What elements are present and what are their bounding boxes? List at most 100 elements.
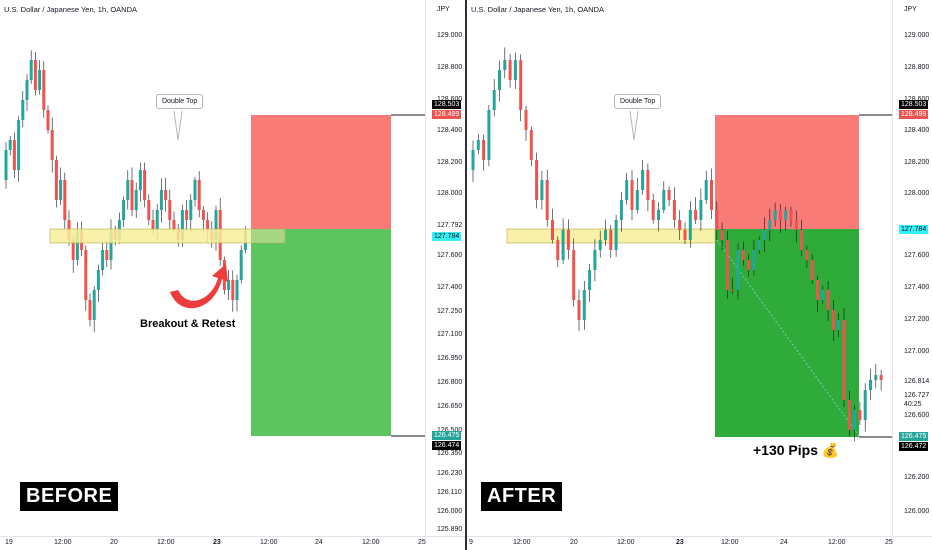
candle-body (138, 170, 142, 190)
stop-price-tag-2: 128.499 (899, 110, 929, 119)
price-tick-label: 127.600 (904, 252, 930, 259)
candle-body (853, 410, 857, 430)
candle-body (630, 180, 634, 210)
time-tick-label: 12:00 (54, 539, 72, 546)
price-tick-label: 129.000 (437, 32, 463, 39)
candle-body (741, 250, 745, 260)
candle-body (858, 410, 862, 420)
price-tick-label: 127.250 (437, 308, 463, 315)
candle-body (143, 170, 147, 200)
candle-body (566, 230, 570, 250)
candle-body (38, 70, 42, 90)
entry-price-tag: 127.784 (432, 232, 462, 241)
candle-body (545, 180, 549, 220)
candle-body (598, 240, 602, 250)
target-price-tag-2: 126.474 (432, 441, 462, 450)
candle-body (492, 90, 496, 110)
candle-body (869, 380, 872, 390)
candle-body (84, 250, 88, 300)
candle-body (757, 240, 761, 250)
entry-price-tag: 127.784 (899, 225, 929, 234)
time-axis-border (0, 536, 465, 537)
candle-body (831, 310, 835, 330)
candle-body (147, 200, 151, 220)
price-tick-label: 126.000 (904, 508, 930, 515)
candle-body (71, 240, 75, 260)
candle-body (193, 180, 197, 200)
price-axis-border (892, 0, 893, 536)
candle-body (101, 250, 105, 270)
candle-body (778, 210, 782, 220)
breakout-level-overlap (251, 229, 285, 243)
candle-body (694, 210, 698, 220)
time-tick-label: 24 (780, 539, 788, 546)
price-tick-label: 126.727 (904, 392, 930, 399)
breakout-retest-label: Breakout & Retest (140, 318, 236, 330)
price-tick-label: 127.000 (904, 348, 930, 355)
candle-body (17, 120, 21, 170)
price-tick-label: 129.000 (904, 32, 930, 39)
candle-body (529, 130, 533, 160)
price-tick-label: 126.000 (437, 508, 463, 515)
time-tick-label: 23 (676, 539, 684, 546)
stop-price-tag-2: 128.499 (432, 110, 462, 119)
candle-body (519, 60, 523, 110)
candle-body (96, 270, 100, 290)
candle-body (122, 200, 126, 220)
candle-body (810, 260, 814, 280)
time-tick-label: 23 (213, 539, 221, 546)
candle-body (874, 375, 878, 380)
candle-body (164, 190, 168, 200)
candle-body (476, 140, 480, 150)
candle-body (847, 400, 851, 430)
candle-body (752, 250, 756, 270)
candle-body (75, 230, 79, 260)
candle-body (582, 290, 586, 320)
candle-body (235, 280, 239, 300)
candle-body (625, 180, 629, 200)
time-tick-label: 19 (5, 539, 13, 546)
candle-body (21, 100, 25, 120)
candle-body (487, 110, 491, 160)
symbol-title: U.S. Dollar / Japanese Yen, 1h, OANDA (471, 5, 604, 14)
price-axis-border (425, 0, 426, 536)
time-tick-label: 25 (885, 539, 893, 546)
candle-body (159, 190, 163, 210)
price-tick-label: 128.400 (437, 127, 463, 134)
price-tick-label: 126.500 (437, 427, 462, 434)
candle-body (657, 210, 660, 220)
candle-body (92, 290, 96, 320)
double-top-callout: Double Top (156, 94, 204, 109)
symbol-title: U.S. Dollar / Japanese Yen, 1h, OANDA (4, 5, 137, 14)
time-axis-border (467, 536, 932, 537)
panel-divider (465, 0, 467, 550)
candle-body (59, 180, 63, 200)
candle-body (747, 260, 751, 270)
candle-body (42, 70, 46, 110)
candle-body (789, 210, 793, 220)
chart-panel-before[interactable]: U.S. Dollar / Japanese Yen, 1h, OANDA JP… (0, 0, 465, 550)
candle-body (577, 300, 581, 320)
price-tick-label: 126.950 (437, 355, 463, 362)
candle-body (609, 230, 613, 250)
chart-plot-after[interactable] (467, 0, 892, 536)
candle-body (641, 170, 645, 190)
price-tick-label: 125.890 (437, 526, 463, 533)
candle-body (715, 210, 719, 230)
trade-path-line (716, 239, 860, 437)
price-tick-label: 128.000 (904, 190, 930, 197)
candle-body (725, 240, 729, 290)
candle-body (180, 210, 184, 240)
chart-panel-after[interactable]: U.S. Dollar / Japanese Yen, 1h, OANDA JP… (467, 0, 932, 550)
candle-body (33, 60, 37, 90)
candle-body (155, 210, 159, 230)
candle-body (683, 230, 687, 240)
candle-body (572, 250, 576, 300)
chart-plot-before[interactable] (0, 0, 425, 536)
target-price-tag: 126.475 (432, 431, 462, 440)
candle-body (826, 290, 830, 310)
candle-body (551, 220, 554, 240)
price-tick-label: 126.600 (904, 412, 930, 419)
candle-body (206, 220, 210, 230)
candle-body (168, 200, 172, 220)
